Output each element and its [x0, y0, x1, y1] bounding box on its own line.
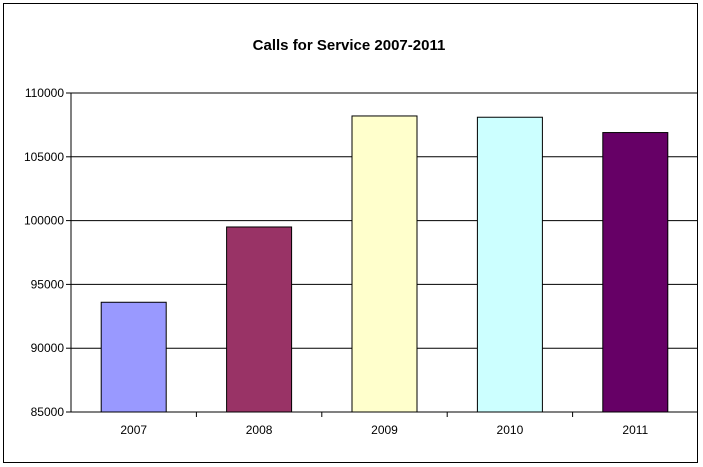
- bar-2007: [100, 301, 167, 413]
- y-tick-label: 100000: [24, 214, 64, 228]
- x-tick-label: 2007: [120, 423, 147, 437]
- x-axis-ticks: 2007 2008 2009 2010 2011: [120, 423, 648, 437]
- axes: [66, 92, 698, 417]
- y-tick-label: 110000: [25, 86, 64, 100]
- bar-chart: Calls for Service 2007-2011 85000 90000 95…: [24, 37, 698, 437]
- bars: [100, 115, 669, 413]
- bar-2010: [476, 116, 543, 413]
- y-tick-label: 90000: [31, 341, 65, 355]
- x-tick-label: 2010: [497, 423, 524, 437]
- x-tick-label: 2009: [371, 423, 398, 437]
- chart-frame: Calls for Service 2007-2011 85000 90000 95…: [3, 3, 698, 463]
- y-axis-ticks: 85000 90000 95000 100000 105000 110000: [24, 86, 64, 419]
- y-tick-label: 95000: [31, 277, 65, 291]
- bar-2009: [351, 115, 418, 413]
- y-tick-label: 85000: [31, 405, 65, 419]
- bar-2011: [602, 132, 669, 413]
- x-tick-label: 2011: [622, 423, 648, 437]
- chart-title: Calls for Service 2007-2011: [253, 37, 446, 54]
- x-tick-label: 2008: [246, 423, 273, 437]
- bar-2008: [226, 226, 293, 413]
- y-tick-label: 105000: [24, 150, 64, 164]
